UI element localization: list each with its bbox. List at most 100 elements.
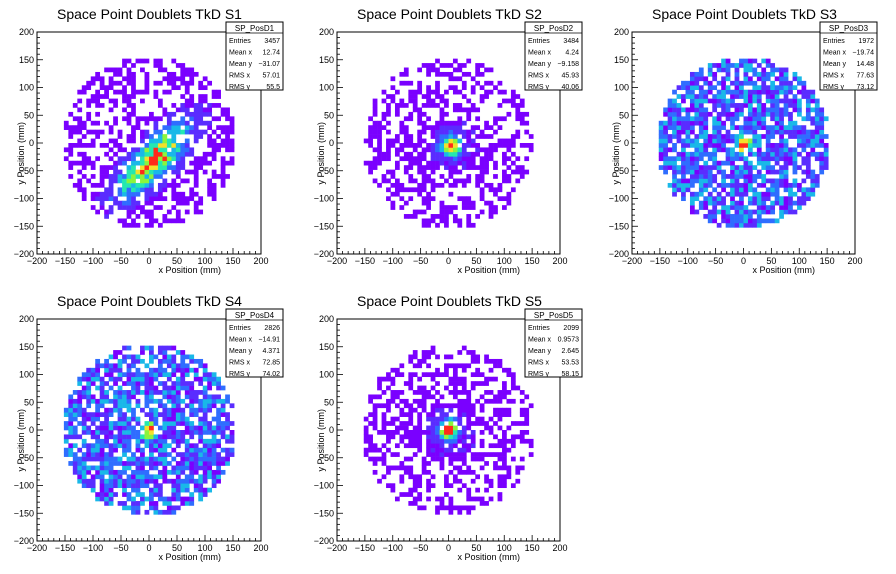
- heatmap-cell: [435, 134, 440, 139]
- heatmap-cell: [180, 147, 186, 153]
- heatmap-cell: [162, 367, 168, 373]
- heatmap-cell: [515, 116, 521, 122]
- heatmap-cell: [524, 430, 530, 435]
- heatmap-cell: [417, 385, 423, 391]
- heatmap-cell: [667, 160, 673, 166]
- heatmap-cell: [466, 178, 472, 184]
- heatmap-cell: [417, 438, 423, 444]
- heatmap-cell: [502, 434, 507, 440]
- heatmap-cell: [761, 125, 767, 130]
- heatmap-cell: [180, 465, 186, 471]
- heatmap-cell: [175, 363, 181, 369]
- heatmap-cell: [698, 89, 704, 95]
- heatmap-cell: [180, 461, 186, 466]
- heatmap-cell: [783, 187, 789, 193]
- heatmap-cell: [211, 447, 217, 453]
- heatmap-cell: [408, 469, 414, 475]
- heatmap-cell: [783, 103, 789, 108]
- heatmap-cell: [497, 182, 503, 188]
- heatmap-cell: [484, 478, 489, 484]
- heatmap-cell: [484, 501, 489, 506]
- heatmap-cell: [752, 143, 758, 148]
- heatmap-cell: [426, 354, 431, 360]
- heatmap-cell: [180, 456, 186, 462]
- heatmap-cell: [426, 430, 431, 435]
- heatmap-cell: [77, 434, 83, 440]
- heatmap-cell: [117, 187, 123, 193]
- heatmap-cell: [135, 390, 141, 395]
- heatmap-cell: [135, 421, 141, 426]
- heatmap-cell: [394, 182, 400, 188]
- heatmap-cell: [412, 160, 418, 166]
- heatmap-cell: [86, 447, 92, 453]
- heatmap-cell: [479, 63, 485, 68]
- heatmap-cell: [756, 182, 762, 188]
- heatmap-cell: [117, 376, 123, 382]
- heatmap-cell: [175, 407, 181, 413]
- heatmap-cell: [144, 456, 150, 462]
- heatmap-cell: [484, 134, 489, 139]
- heatmap-cell: [162, 125, 168, 130]
- heatmap-cell: [104, 412, 109, 417]
- heatmap-cell: [220, 469, 226, 475]
- heatmap-cell: [681, 129, 686, 135]
- heatmap-cell: [363, 447, 369, 453]
- heatmap-cell: [515, 156, 521, 162]
- heatmap-cell: [99, 412, 105, 417]
- heatmap-cell: [506, 174, 512, 179]
- heatmap-cell: [519, 398, 525, 404]
- heatmap-cell: [524, 169, 530, 175]
- heatmap-cell: [140, 98, 145, 104]
- heatmap-cell: [721, 182, 726, 188]
- stats-label: RMS y: [528, 371, 550, 378]
- heatmap-cell: [421, 358, 427, 364]
- heatmap-cell: [743, 218, 749, 224]
- heatmap-cell: [747, 125, 753, 130]
- heatmap-cell: [412, 209, 418, 215]
- x-tick-label: 50: [172, 543, 182, 553]
- heatmap-cell: [149, 425, 154, 431]
- heatmap-cell: [788, 134, 793, 139]
- heatmap-cell: [72, 143, 78, 148]
- heatmap-cell: [761, 218, 767, 224]
- heatmap-cell: [171, 358, 177, 364]
- heatmap-cell: [95, 474, 101, 480]
- heatmap-cell: [466, 403, 472, 409]
- heatmap-cell: [198, 478, 204, 484]
- heatmap-cell: [202, 85, 208, 91]
- x-tick-label: −200: [27, 543, 47, 553]
- heatmap-cell: [703, 134, 709, 139]
- heatmap-cell: [135, 125, 141, 130]
- heatmap-cell: [99, 430, 105, 435]
- heatmap-cell: [470, 107, 476, 113]
- heatmap-cell: [113, 151, 118, 157]
- heatmap-cell: [417, 116, 423, 122]
- heatmap-cell: [386, 372, 391, 378]
- stats-name: SP_PosD4: [235, 311, 275, 320]
- heatmap-cell: [68, 394, 74, 400]
- heatmap-cell: [752, 71, 758, 77]
- heatmap-cell: [426, 116, 431, 122]
- heatmap-cell: [439, 200, 445, 206]
- heatmap-cell: [457, 63, 463, 68]
- heatmap-cell: [497, 138, 503, 144]
- heatmap-cell: [439, 412, 445, 417]
- heatmap-cell: [175, 160, 181, 166]
- heatmap-cell: [506, 367, 512, 373]
- heatmap-cell: [712, 174, 718, 179]
- heatmap-cell: [117, 129, 123, 135]
- heatmap-cell: [153, 421, 159, 426]
- heatmap-cell: [734, 209, 740, 215]
- heatmap-cell: [721, 147, 726, 153]
- heatmap-cell: [189, 67, 195, 73]
- heatmap-cell: [180, 151, 186, 157]
- heatmap-cell: [734, 125, 740, 130]
- heatmap-cell: [162, 187, 168, 193]
- heatmap-cell: [175, 218, 181, 224]
- heatmap-cell: [721, 111, 726, 117]
- heatmap-cell: [104, 465, 109, 471]
- heatmap-cell: [716, 209, 722, 215]
- heatmap-cell: [113, 403, 118, 409]
- heatmap-cell: [149, 218, 154, 224]
- heatmap-cell: [189, 354, 195, 360]
